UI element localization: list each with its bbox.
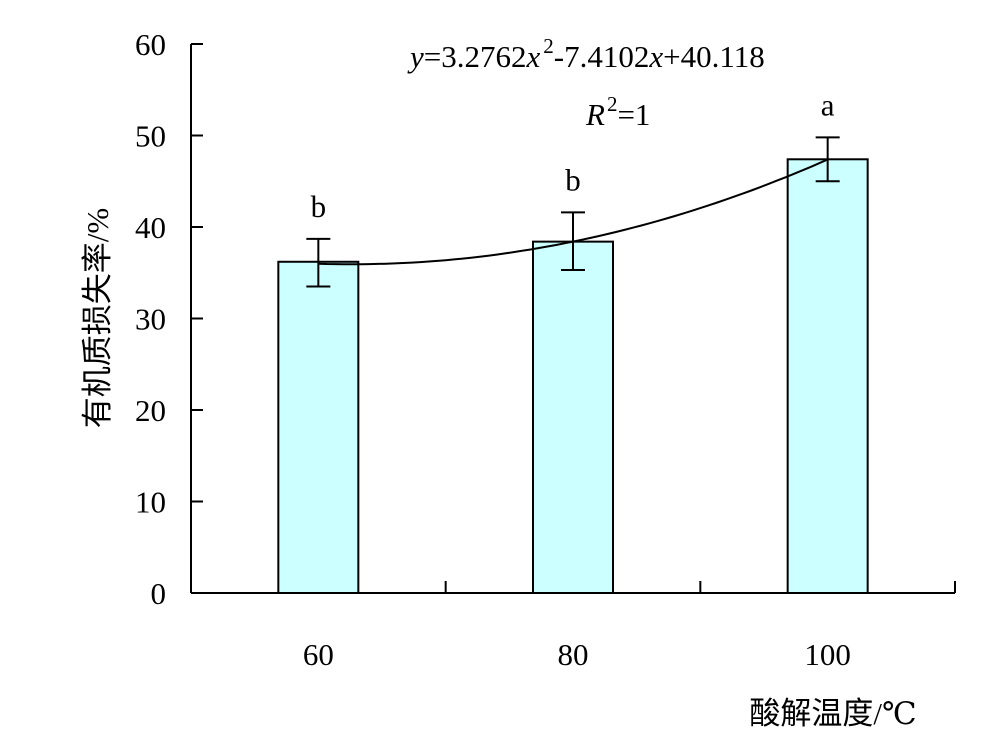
significance-letter: b <box>565 162 581 197</box>
error-bar-60 <box>306 237 331 288</box>
r2-value: =1 <box>617 97 650 132</box>
eq-y: y <box>407 39 424 74</box>
y-tick-label: 50 <box>135 119 166 154</box>
significance-letter: a <box>821 87 835 122</box>
r2-superscript: 2 <box>607 92 618 116</box>
y-tick-marks <box>191 43 203 594</box>
trendline-r2: R2=1 <box>585 92 650 132</box>
trendline-equation: y=3.2762x 2-7.4102x+40.118 <box>407 34 765 74</box>
eq-part2: -7.4102 <box>554 39 650 74</box>
eq-x1: x <box>526 39 541 74</box>
error-bars <box>306 136 840 288</box>
y-tick-label: 40 <box>135 210 166 245</box>
significance-letters: b b a <box>311 87 835 224</box>
r2-r: R <box>585 97 605 132</box>
y-tick-label: 0 <box>151 576 167 611</box>
x-tick-label: 80 <box>558 637 589 672</box>
x-tick-label: 60 <box>303 637 334 672</box>
x-axis-title: 酸解温度/℃ <box>749 696 916 731</box>
eq-x2: x <box>648 39 663 74</box>
error-bar-80 <box>561 211 585 272</box>
significance-letter: b <box>311 189 327 224</box>
y-tick-labels: 0 10 20 30 40 50 60 <box>135 27 166 611</box>
y-tick-label: 10 <box>135 485 166 520</box>
error-bar-100 <box>815 136 840 183</box>
x-tick-marks <box>190 581 956 593</box>
bars <box>277 158 869 594</box>
y-tick-label: 30 <box>135 302 166 337</box>
eq-part3: +40.118 <box>663 39 765 74</box>
eq-part1: =3.2762 <box>424 39 527 74</box>
bar-100 <box>786 158 869 594</box>
bar-60 <box>277 260 360 594</box>
bar-80 <box>532 240 614 594</box>
x-tick-label: 100 <box>804 637 851 672</box>
y-axis-title: 有机质损失率/% <box>80 208 115 428</box>
y-tick-label: 60 <box>135 27 166 62</box>
y-tick-label: 20 <box>135 393 166 428</box>
eq-superscript: 2 <box>543 34 554 58</box>
x-tick-labels: 60 80 100 <box>303 637 851 672</box>
